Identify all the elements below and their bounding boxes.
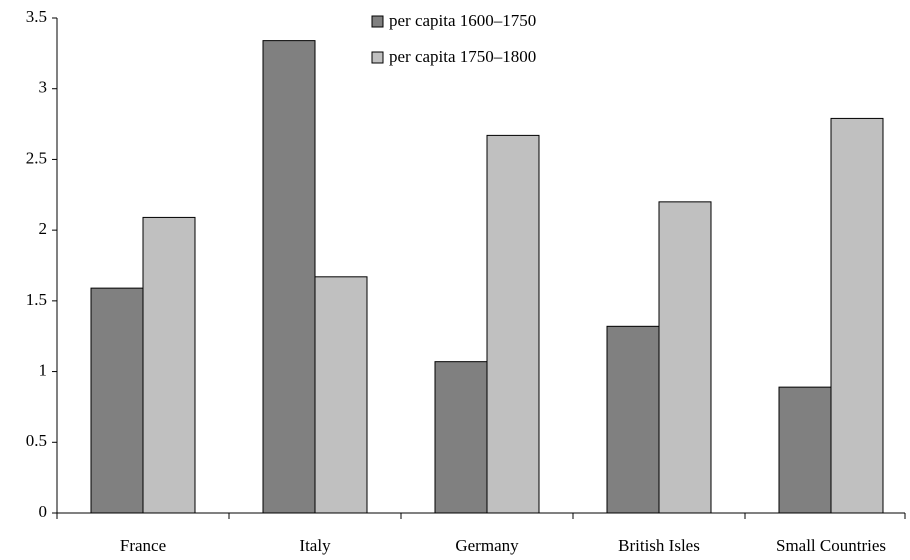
bar [606, 325, 660, 514]
bar [658, 201, 712, 514]
y-tick-label: 3.5 [26, 7, 47, 26]
y-tick-label: 1.5 [26, 290, 47, 309]
y-tick-label: 0.5 [26, 431, 47, 450]
x-tick-label: Germany [455, 536, 519, 555]
legend-swatch [371, 51, 384, 64]
bar [314, 276, 368, 514]
y-tick-label: 0 [39, 502, 48, 521]
x-tick-label: British Isles [618, 536, 700, 555]
x-tick-label: Small Countries [776, 536, 886, 555]
legend-label: per capita 1600–1750 [389, 11, 536, 30]
bar [830, 117, 884, 514]
x-tick-label: Italy [299, 536, 331, 555]
bar [778, 386, 832, 514]
y-tick-label: 2 [39, 219, 48, 238]
legend-label: per capita 1750–1800 [389, 47, 536, 66]
bar [434, 361, 488, 514]
y-tick-label: 3 [39, 78, 48, 97]
legend-swatch [371, 15, 384, 28]
y-tick-label: 2.5 [26, 148, 47, 167]
bar [486, 134, 540, 514]
bar [262, 40, 316, 514]
x-tick-label: France [120, 536, 166, 555]
y-tick-label: 1 [39, 360, 48, 379]
bar [90, 287, 144, 514]
bar [142, 216, 196, 514]
